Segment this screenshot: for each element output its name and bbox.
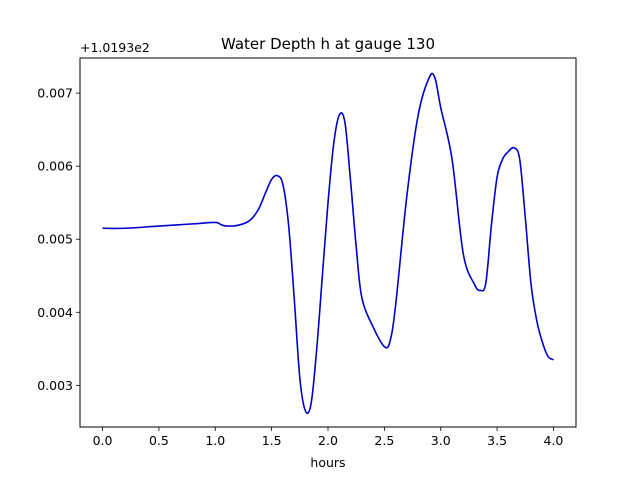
y-tick-label: 0.005 [37,232,73,247]
x-axis: 0.0 0.5 1.0 1.5 2.0 2.5 3.0 3.5 4.0 [93,427,564,448]
y-axis-offset-label: +1.0193e2 [80,40,150,55]
x-axis-label: hours [310,455,345,470]
x-tick-label: 2.0 [318,433,338,448]
y-tick-label: 0.006 [37,159,73,174]
y-tick-label: 0.003 [37,378,73,393]
x-tick-label: 0.5 [149,433,169,448]
y-tick-label: 0.004 [37,305,73,320]
x-tick-label: 0.0 [93,433,113,448]
x-tick-label: 3.0 [431,433,451,448]
chart-title: Water Depth h at gauge 130 [221,35,435,53]
series-line [102,72,554,415]
x-tick-label: 1.0 [205,433,225,448]
x-tick-label: 4.0 [544,433,564,448]
y-axis: 0.003 0.004 0.005 0.006 0.007 [37,86,80,393]
x-tick-label: 3.5 [487,433,507,448]
x-tick-label: 1.5 [262,433,282,448]
y-tick-label: 0.007 [37,86,73,101]
x-tick-label: 2.5 [374,433,394,448]
